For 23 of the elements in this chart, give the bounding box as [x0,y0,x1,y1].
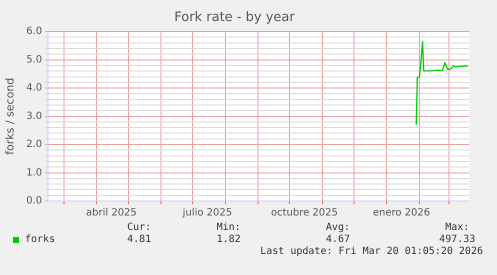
text: Cur: [127,222,152,233]
text: 4.81 [127,234,152,245]
text: Min: [216,222,241,233]
y-axis-title: forks / second [3,78,16,155]
text: 1.82 [216,234,241,245]
y-tick-label: 4.0 [26,82,42,94]
text: 4.67 [326,234,350,245]
legend-label: forks [24,234,56,245]
chart-title: Fork rate - by year [174,10,296,26]
x-tick-label: octubre 2025 [270,208,338,219]
y-tick-label: 5.0 [26,54,42,66]
text: Max: [445,222,470,233]
y-tick-label: 1.0 [26,167,42,178]
y-tick-label: 0.0 [26,196,42,207]
text: 497.33 [439,234,476,245]
text: Avg: [326,222,350,233]
x-tick-label: abril 2025 [86,208,137,219]
y-tick-label: 2.0 [26,139,42,150]
y-tick-label: 6.0 [26,26,42,38]
y-tick-label: 3.0 [26,110,42,122]
x-tick-label: enero 2026 [372,208,430,219]
text: Last update: Fri Mar 20 01:05:20 2026 [260,246,483,257]
x-tick-label: julio 2025 [182,208,232,219]
